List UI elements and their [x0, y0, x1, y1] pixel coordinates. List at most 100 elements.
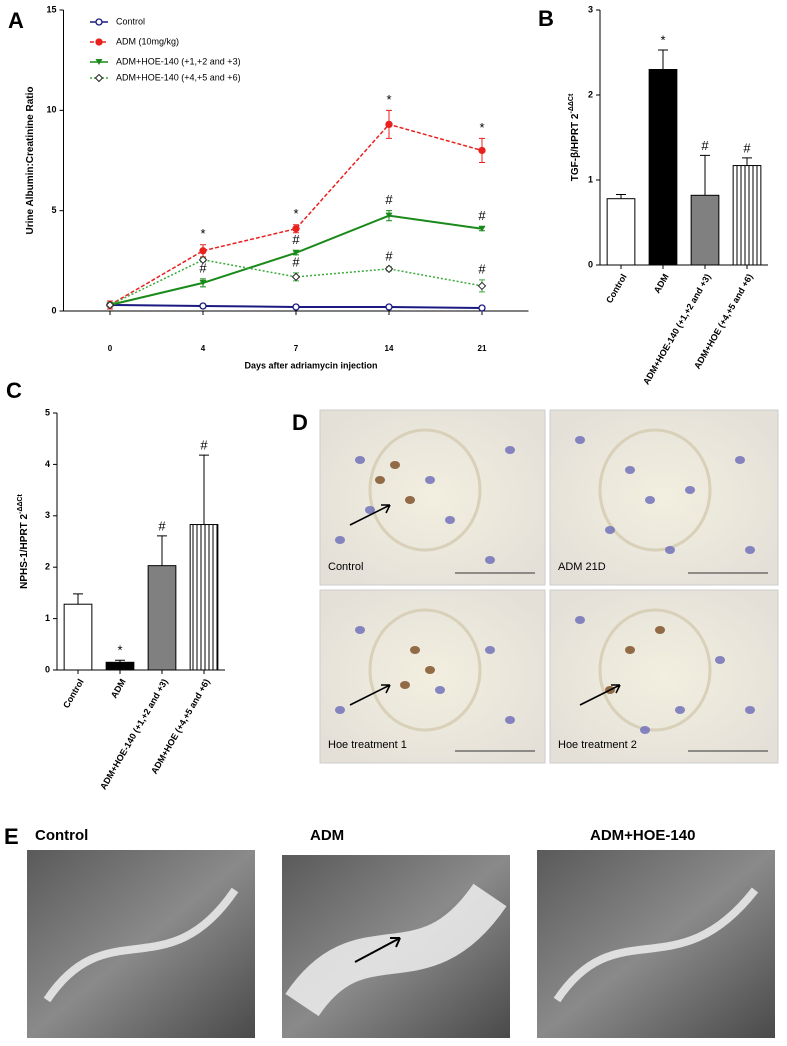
point	[385, 212, 393, 219]
significance-marker: #	[200, 438, 208, 453]
point	[292, 225, 300, 233]
x-tick-label: 7	[294, 344, 299, 353]
point	[292, 303, 300, 311]
bar	[105, 661, 135, 671]
error-bar	[616, 193, 626, 199]
nucleus	[485, 556, 495, 564]
y-tick-label: 2	[45, 562, 50, 572]
y-tick-label: 15	[46, 4, 56, 14]
glomerulus	[598, 428, 712, 552]
nucleus	[505, 716, 515, 724]
error-bar	[73, 593, 83, 605]
y-axis-label-sup: -ΔΔCt	[568, 93, 575, 113]
nucleus	[355, 626, 365, 634]
point	[385, 120, 393, 129]
micrograph-label: Control	[35, 827, 88, 844]
point	[291, 272, 301, 282]
error-bar	[199, 454, 209, 525]
significance-marker: #	[292, 232, 300, 247]
membrane	[285, 883, 507, 1017]
point	[385, 303, 393, 311]
y-tick-label: 1	[45, 613, 50, 623]
series-line	[109, 123, 483, 306]
significance-marker: #	[701, 138, 709, 153]
significance-marker: *	[117, 643, 122, 658]
bar	[648, 69, 678, 266]
nucleus	[625, 646, 635, 654]
significance-marker: *	[386, 92, 391, 107]
significance-marker: *	[293, 206, 298, 221]
nucleus	[685, 486, 695, 494]
legend-label: ADM+HOE-140 (+1,+2 and +3)	[116, 56, 241, 66]
x-tick-label: 0	[108, 344, 113, 353]
point	[478, 304, 486, 312]
legend-marker	[94, 73, 104, 83]
nucleus	[735, 456, 745, 464]
nucleus	[665, 546, 675, 554]
nucleus	[675, 706, 685, 714]
nucleus	[505, 446, 515, 454]
point	[199, 302, 207, 310]
error-bar	[742, 157, 752, 166]
point	[198, 255, 208, 265]
significance-marker: #	[158, 518, 166, 533]
nucleus	[335, 536, 345, 544]
y-tick-label: 3	[588, 4, 593, 14]
micrograph-label: ADM 21D	[558, 561, 606, 573]
significance-marker: #	[743, 140, 751, 155]
micrograph-ihc	[319, 409, 546, 586]
significance-marker: #	[385, 248, 393, 263]
nucleus	[645, 496, 655, 504]
micrograph-label: ADM	[310, 827, 344, 844]
nucleus	[405, 496, 415, 504]
y-axis-label-main: NPHS-1/HPRT 2	[19, 513, 30, 588]
panel-letter: D	[292, 410, 308, 435]
nucleus	[625, 466, 635, 474]
micrograph-ihc	[319, 589, 546, 764]
nucleus	[575, 616, 585, 624]
point	[478, 225, 486, 232]
point	[292, 249, 300, 256]
y-tick-label: 5	[45, 407, 50, 417]
bar	[189, 524, 219, 671]
nucleus	[425, 666, 435, 674]
y-tick-label: 0	[51, 305, 56, 315]
significance-marker: *	[479, 120, 484, 135]
nucleus	[715, 656, 725, 664]
y-axis-label: TGF-β/HPRT 2-ΔΔCt	[568, 93, 581, 181]
bar	[732, 165, 762, 266]
panel-letter: E	[4, 824, 19, 849]
nucleus	[425, 476, 435, 484]
x-axis-label: Days after adriamycin injection	[244, 360, 377, 370]
membrane	[43, 887, 239, 1003]
legend-marker	[95, 38, 103, 46]
arrow	[349, 504, 391, 526]
x-tick-label: ADM	[109, 677, 128, 700]
nucleus	[390, 461, 400, 469]
point	[384, 264, 394, 274]
nucleus	[605, 526, 615, 534]
glomerulus	[368, 608, 482, 732]
significance-marker: #	[199, 260, 207, 275]
y-axis-label-sup: -ΔΔCt	[17, 493, 24, 513]
nucleus	[375, 476, 385, 484]
nucleus	[365, 506, 375, 514]
nucleus	[745, 706, 755, 714]
significance-marker: *	[660, 32, 665, 47]
x-tick-label: 14	[385, 344, 394, 353]
y-tick-label: 4	[45, 459, 50, 469]
y-tick-label: 0	[45, 664, 50, 674]
legend-label: ADM+HOE-140 (+4,+5 and +6)	[116, 72, 241, 82]
glomerulus	[368, 428, 482, 552]
x-tick-label: Control	[61, 677, 86, 710]
legend-marker	[95, 18, 103, 26]
panel-letter: A	[8, 8, 24, 33]
significance-marker: *	[200, 226, 205, 241]
x-tick-label: 4	[201, 344, 206, 353]
bar	[690, 194, 720, 266]
y-axis-label: Urine Albumin:Creatinine Ratio	[25, 87, 36, 235]
nucleus	[445, 516, 455, 524]
y-tick-label: 10	[46, 105, 56, 115]
micrograph-ihc	[549, 409, 779, 586]
